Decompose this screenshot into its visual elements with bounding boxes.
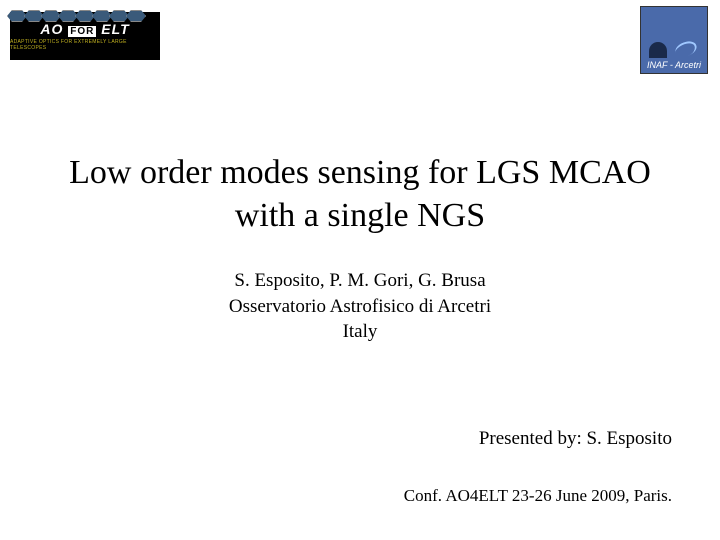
observatory-icon <box>641 7 707 60</box>
author-country: Italy <box>0 319 720 345</box>
logo-inaf-label: INAF - Arcetri <box>647 60 701 70</box>
presented-by: Presented by: S. Esposito <box>479 428 672 450</box>
conference-info: Conf. AO4ELT 23-26 June 2009, Paris. <box>404 486 672 506</box>
logo-ao4elt-subtitle: ADAPTIVE OPTICS FOR EXTREMELY LARGE TELE… <box>10 39 160 51</box>
hex-decoration <box>10 10 146 22</box>
logo-ao4elt: AO FOR ELT ADAPTIVE OPTICS FOR EXTREMELY… <box>10 12 160 60</box>
slide-title: Low order modes sensing for LGS MCAO wit… <box>50 152 670 237</box>
authors-block: S. Esposito, P. M. Gori, G. Brusa Osserv… <box>0 268 720 345</box>
logo-inaf-arcetri: INAF - Arcetri <box>640 6 708 74</box>
author-names: S. Esposito, P. M. Gori, G. Brusa <box>0 268 720 294</box>
logo-ao4elt-text: AO FOR ELT <box>40 21 129 37</box>
author-affiliation: Osservatorio Astrofisico di Arcetri <box>0 294 720 320</box>
